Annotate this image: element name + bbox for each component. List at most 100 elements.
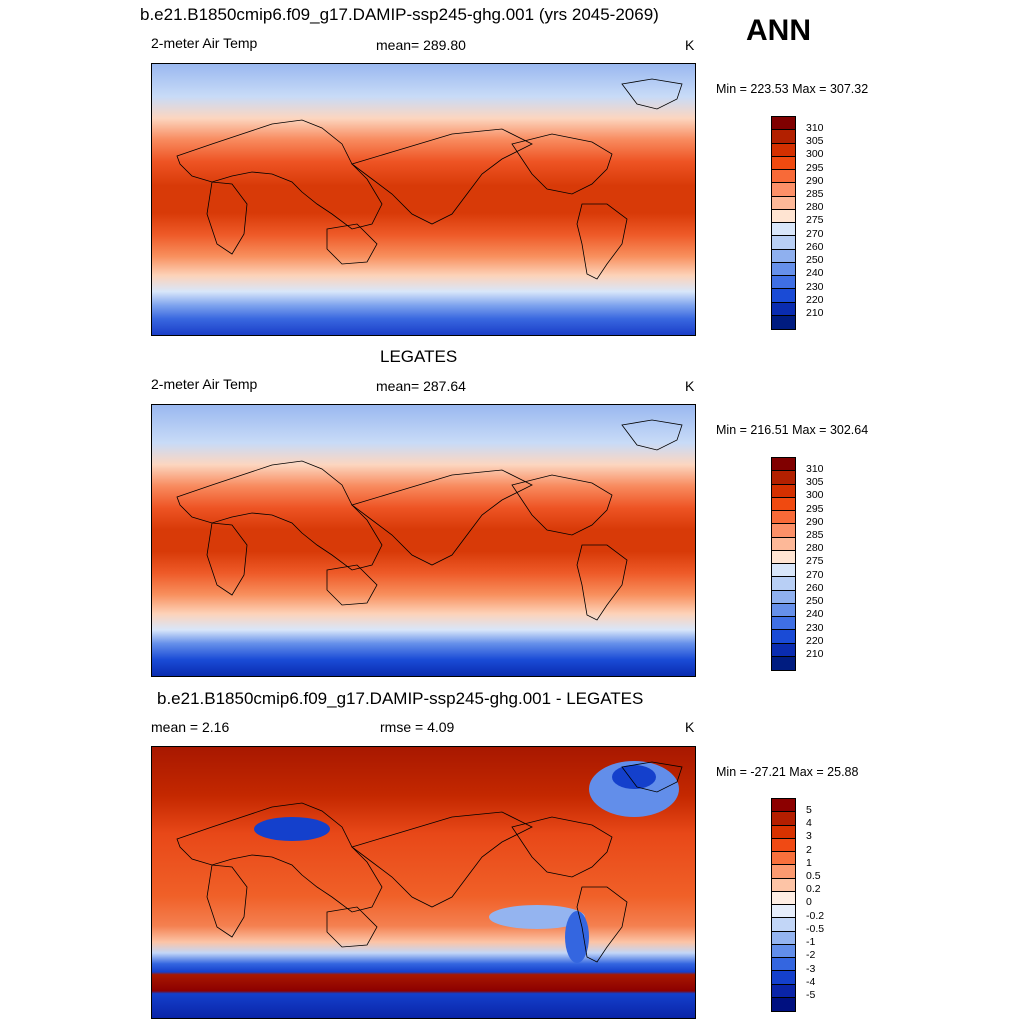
panel-1-colorbar-label: 210 [806,307,824,319]
panel-2-colorbar-label: 210 [806,648,824,660]
panel-3-colorbar-label: -3 [806,963,816,975]
panel-3-colorbar-label: 0.5 [806,870,821,882]
panel-1-colorbar-swatch [772,249,795,263]
panel-2-colorbar-swatch [772,617,795,631]
panel-2-colorbar-label: 220 [806,635,824,647]
panel-3-colorbar-label: -2 [806,949,816,961]
panel-3-colorbar-swatch [772,931,795,945]
panel-1-title: b.e21.B1850cmip6.f09_g17.DAMIP-ssp245-gh… [140,5,659,24]
panel-1-map-field [152,64,695,335]
panel-2-colorbar-swatch [772,564,795,578]
panel-2-colorbar-label: 295 [806,503,824,515]
panel-1-colorbar-swatch [772,209,795,223]
panel-1-colorbar-swatch [772,143,795,157]
panel-1-colorbar-swatch [772,262,795,276]
panel-2-colorbar-swatch [772,458,795,472]
panel-1-mean-label: mean= 289.80 [376,37,466,53]
panel-2-map-field [152,405,695,676]
panel-1-colorbar-label: 290 [806,175,824,187]
panel-3-minmax-label: Min = -27.21 Max = 25.88 [716,765,859,779]
panel-2-colorbar-swatch [772,643,795,657]
panel-3-colorbar-swatch [772,971,795,985]
panel-3-colorbar-swatch [772,905,795,919]
panel-1-variable-label: 2-meter Air Temp [151,35,258,51]
panel-3-colorbar-label: -4 [806,976,816,988]
panel-2-colorbar-label: 260 [806,582,824,594]
panel-3-map-field [152,747,695,1018]
panel-3-colorbar-swatch [772,984,795,998]
panel-3-colorbar-label: 3 [806,830,812,842]
panel-2-colorbar-swatch [772,590,795,604]
panel-2-colorbar-label: 275 [806,555,824,567]
panel-2-colorbar-label: 250 [806,595,824,607]
panel-2-colorbar-label: 300 [806,489,824,501]
panel-1-minmax-label: Min = 223.53 Max = 307.32 [716,82,869,96]
panel-1-colorbar-label: 220 [806,294,824,306]
panel-3-colorbar-swatch [772,878,795,892]
panel-2-variable-label: 2-meter Air Temp [151,376,258,392]
panel-3-mean-label: mean = 2.16 [151,719,230,735]
panel-3-title: b.e21.B1850cmip6.f09_g17.DAMIP-ssp245-gh… [157,689,644,708]
panel-2-colorbar-label: 305 [806,476,824,488]
panel-3-colorbar-label: -5 [806,989,816,1001]
panel-2-title: LEGATES [380,347,458,366]
panel-3-colorbar-swatch [772,799,795,813]
panel-1-colorbar-label: 250 [806,254,824,266]
panel-1-colorbar-swatch [772,196,795,210]
panel-3-colorbar-label: 0 [806,896,812,908]
panel-1-colorbar-swatch [772,302,795,316]
panel-1-colorbar-label: 295 [806,162,824,174]
panel-3-colorbar-label: -0.2 [806,910,825,922]
panel-2-colorbar-swatch [772,484,795,498]
panel-2-colorbar-label: 290 [806,516,824,528]
panel-3-colorbar-label: -0.5 [806,923,825,935]
panel-1-colorbar-label: 285 [806,188,824,200]
panel-2-colorbar-label: 285 [806,529,824,541]
panel-3-colorbar-swatch [772,958,795,972]
panel-1-colorbar-swatch [772,183,795,197]
panel-2-colorbar-swatch [772,537,795,551]
panel-1-colorbar-swatch [772,170,795,184]
panel-2-colorbar-swatch [772,630,795,644]
panel-1-colorbar-label: 270 [806,228,824,240]
panel-3-colorbar-label: 0.2 [806,883,821,895]
panel-1-colorbar [771,116,796,330]
panel-3-colorbar-swatch [772,865,795,879]
panel-3-colorbar-swatch [772,812,795,826]
panel-2-colorbar-swatch [772,471,795,485]
panel-2-map [151,404,696,677]
panel-3-colorbar-label: 2 [806,844,812,856]
panel-1-colorbar-label: 240 [806,267,824,279]
panel-1-colorbar-swatch [772,236,795,250]
panel-2-colorbar-label: 280 [806,542,824,554]
panel-1-colorbar-label: 310 [806,122,824,134]
panel-1-colorbar-swatch [772,289,795,303]
panel-3-colorbar-label: 4 [806,817,812,829]
panel-3-colorbar-swatch [772,997,795,1011]
tibet-cold-bias [254,817,330,841]
panel-3-colorbar-label: 1 [806,857,812,869]
panel-1-colorbar-label: 260 [806,241,824,253]
panel-1-colorbar-swatch [772,130,795,144]
panel-1-colorbar-label: 300 [806,148,824,160]
panel-2-colorbar-label: 270 [806,569,824,581]
panel-1-colorbar-label: 280 [806,201,824,213]
panel-2-colorbar-swatch [772,577,795,591]
panel-3-colorbar [771,798,796,1012]
panel-3-colorbar-swatch [772,852,795,866]
panel-2-colorbar-swatch [772,524,795,538]
panel-3-colorbar-swatch [772,918,795,932]
panel-3-colorbar-label: -1 [806,936,816,948]
panel-3-colorbar-swatch [772,891,795,905]
panel-2-minmax-label: Min = 216.51 Max = 302.64 [716,423,869,437]
panel-1-map [151,63,696,336]
panel-2-colorbar-label: 240 [806,608,824,620]
panel-1-colorbar-swatch [772,156,795,170]
panel-1-colorbar-swatch [772,315,795,329]
panel-2-colorbar [771,457,796,671]
panel-3-colorbar-swatch [772,825,795,839]
panel-3-colorbar-swatch [772,838,795,852]
panel-3-map [151,746,696,1019]
panel-1-units-label: K [685,37,695,53]
